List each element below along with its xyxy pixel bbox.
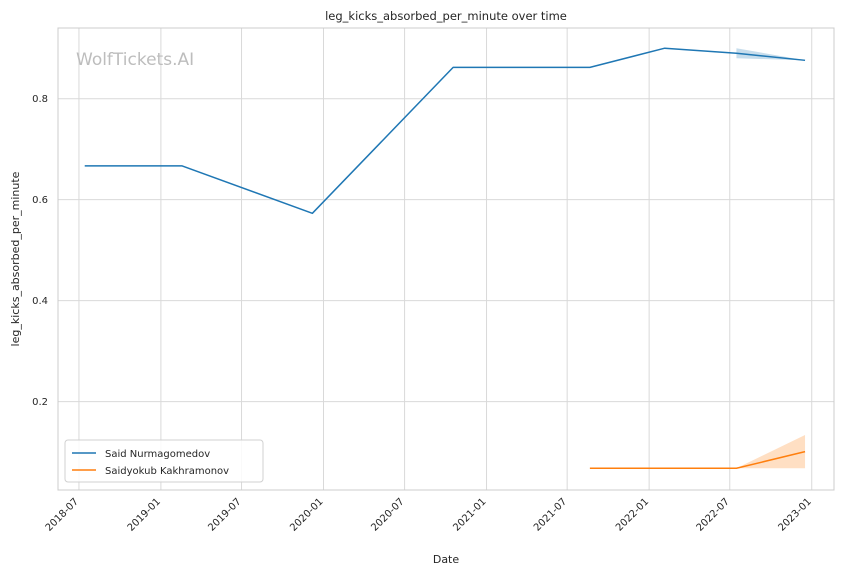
band-said-nurmagomedov bbox=[736, 48, 806, 61]
x-tick-label-2023-01: 2023-01 bbox=[777, 496, 814, 533]
y-tick-label-0.6: 0.6 bbox=[32, 195, 48, 206]
x-tick-label-2019-07: 2019-07 bbox=[206, 496, 243, 533]
legend: Said Nurmagomedov Saidyokub Kakhramonov bbox=[64, 439, 264, 483]
x-tick-label-2019-01: 2019-01 bbox=[126, 496, 163, 533]
y-axis-label: leg_kicks_absorbed_per_minute bbox=[9, 171, 22, 346]
x-tick-label-2021-01: 2021-01 bbox=[451, 496, 488, 533]
band-saidyokub-kakhramonov bbox=[736, 434, 806, 469]
x-tick-label-2021-07: 2021-07 bbox=[532, 496, 569, 533]
legend-box bbox=[64, 439, 264, 483]
series-lines bbox=[84, 47, 806, 470]
series-line-said-nurmagomedov bbox=[84, 47, 806, 215]
x-tick-label-2020-01: 2020-01 bbox=[288, 496, 325, 533]
confidence-bands bbox=[736, 48, 806, 469]
watermark: WolfTickets.AI bbox=[76, 50, 194, 70]
plot-area bbox=[57, 27, 835, 491]
series-line-saidyokub-kakhramonov bbox=[589, 450, 806, 470]
legend-label-said-nurmagomedov: Said Nurmagomedov bbox=[105, 449, 210, 460]
y-tick-label-0.8: 0.8 bbox=[32, 94, 48, 105]
grid bbox=[58, 28, 834, 490]
x-tick-label-2022-07: 2022-07 bbox=[695, 496, 732, 533]
y-tick-label-0.4: 0.4 bbox=[32, 296, 48, 307]
x-tick-label-2020-07: 2020-07 bbox=[369, 496, 406, 533]
y-tick-label-0.2: 0.2 bbox=[32, 397, 48, 408]
chart-title: leg_kicks_absorbed_per_minute over time bbox=[325, 9, 567, 23]
x-axis-label: Date bbox=[433, 553, 460, 566]
legend-label-saidyokub-kakhramonov: Saidyokub Kakhramonov bbox=[105, 466, 229, 477]
x-tick-label-2018-07: 2018-07 bbox=[44, 496, 81, 533]
x-tick-label-2022-01: 2022-01 bbox=[614, 496, 651, 533]
